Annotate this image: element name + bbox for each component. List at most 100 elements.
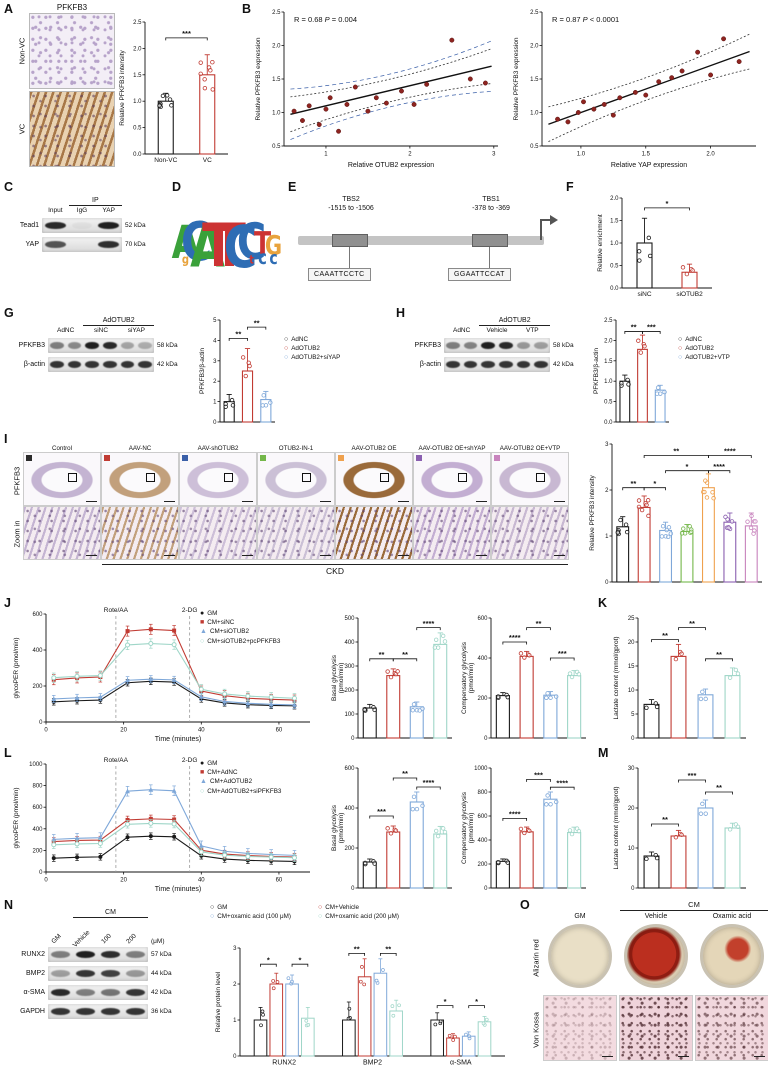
- svg-text:Basal glycolysis: Basal glycolysis: [331, 804, 338, 851]
- svg-text:(pmol/min): (pmol/min): [468, 663, 475, 694]
- svg-text:5: 5: [213, 318, 217, 324]
- svg-text:Non-VC: Non-VC: [154, 157, 177, 164]
- siyap-quant-chart: 0 1 2 3 4 5 PFKFB3/β-actin ** **: [199, 318, 275, 426]
- panel-a-label: A: [4, 2, 14, 16]
- svg-text:Lactate content (mmol/gprot): Lactate content (mmol/gprot): [613, 786, 620, 869]
- svg-text:400: 400: [344, 640, 355, 646]
- svg-text:Rote/AA: Rote/AA: [104, 757, 129, 764]
- tbs2-label: TBS2 -1515 to -1506: [306, 196, 396, 214]
- tbs2-range: -1515 to -1506: [328, 204, 374, 212]
- svg-text:****: ****: [509, 810, 521, 819]
- ihc-row-label-pfkfb3: PFKFB3: [12, 466, 22, 496]
- svg-text:5: 5: [631, 712, 635, 718]
- glycolysis-trace-si: 0 200 400 600 glycoPER (pmol/min) 0 20 40 60 Time…: [12, 600, 316, 744]
- svg-text:1.0: 1.0: [272, 111, 281, 117]
- panel-h-label: H: [396, 306, 406, 320]
- svg-text:****: ****: [423, 619, 435, 628]
- o-col-vehicle: Vehicle: [644, 913, 668, 920]
- o-row-label-alizarin: Alizarin red: [531, 939, 541, 977]
- svg-text:0: 0: [233, 1054, 237, 1060]
- svg-text:R = 0.68 P = 0.004: R = 0.68 P = 0.004: [294, 15, 357, 24]
- ihc-row-label-zoom: Zoom in: [12, 520, 22, 548]
- panel-j-label: J: [4, 596, 11, 610]
- svg-text:0.5: 0.5: [610, 264, 619, 270]
- svg-text:2.5: 2.5: [133, 20, 142, 26]
- svg-text:200: 200: [477, 696, 488, 702]
- svg-text:*: *: [475, 997, 478, 1006]
- svg-text:PFKFB3/β-actin: PFKFB3/β-actin: [199, 348, 206, 394]
- svg-text:1.5: 1.5: [530, 77, 539, 83]
- compensatory-glycolysis-chart-ad: 0 200 400 600 800 1000 Compensatory glycolysis…: [461, 766, 586, 892]
- tbs2-connector: [349, 247, 350, 268]
- svg-text:1.5: 1.5: [610, 219, 619, 225]
- svg-text:2: 2: [233, 982, 237, 988]
- svg-text:Relative PFKFB3 expression: Relative PFKFB3 expression: [513, 37, 520, 120]
- svg-text:1000: 1000: [474, 766, 488, 772]
- svg-text:4: 4: [213, 338, 217, 344]
- promoter-bar: [298, 236, 544, 245]
- oxamic-legend: ○ GM ○ CM+Vehicle ○ CM+oxamic acid (100 μM) ○ C…: [210, 904, 400, 921]
- svg-text:(pmol/min): (pmol/min): [338, 663, 345, 694]
- co-ip-western-blot: IP Input IgG YAP Tead1 52 kDa YAP 70 kDa: [8, 196, 162, 256]
- svg-text:2-DG: 2-DG: [182, 757, 198, 764]
- svg-text:*: *: [666, 199, 669, 208]
- svg-text:**: **: [631, 323, 637, 332]
- svg-text:0: 0: [631, 886, 635, 892]
- svg-text:**: **: [379, 650, 385, 659]
- svg-text:3: 3: [213, 359, 217, 365]
- glycolysis-trace-ad: 0 200 400 600 800 1000 glycoPER (pmol/min) 0 20 4…: [12, 750, 316, 894]
- svg-text:*: *: [686, 462, 689, 471]
- svg-text:Relative PFKFB3 expression: Relative PFKFB3 expression: [255, 37, 262, 120]
- svg-text:2.0: 2.0: [133, 46, 142, 52]
- svg-text:Relative YAP expression: Relative YAP expression: [611, 162, 687, 169]
- svg-text:Relative PFKFB3 intensity: Relative PFKFB3 intensity: [119, 50, 126, 126]
- o-column-headers: GM Vehicle Oxamic acid: [544, 913, 768, 920]
- svg-text:0.0: 0.0: [133, 152, 142, 158]
- svg-text:200: 200: [344, 688, 355, 694]
- svg-text:glycoPER (pmol/min): glycoPER (pmol/min): [13, 787, 20, 848]
- svg-text:Relative enrichment: Relative enrichment: [597, 214, 604, 272]
- svg-text:2.0: 2.0: [530, 44, 539, 50]
- svg-text:2: 2: [605, 488, 609, 494]
- svg-text:300: 300: [344, 664, 355, 670]
- panel-i-label: I: [4, 432, 8, 446]
- svg-text:2.5: 2.5: [530, 10, 539, 16]
- svg-text:0.5: 0.5: [604, 400, 613, 406]
- svg-text:400: 400: [344, 806, 355, 812]
- ckd-bracket: CKD: [102, 564, 568, 576]
- svg-text:0: 0: [39, 870, 43, 876]
- svg-text:2-DG: 2-DG: [182, 607, 198, 614]
- svg-text:400: 400: [32, 827, 43, 833]
- svg-text:(pmol/min): (pmol/min): [468, 813, 475, 844]
- svg-text:**: **: [631, 479, 637, 488]
- svg-text:siOTUB2: siOTUB2: [676, 291, 703, 298]
- tbs1-name: TBS1: [482, 196, 500, 203]
- svg-text:0.0: 0.0: [610, 286, 619, 292]
- svg-text:*: *: [298, 955, 301, 964]
- svg-text:2: 2: [213, 379, 217, 385]
- tbs2-box: [332, 234, 368, 247]
- svg-text:500: 500: [344, 616, 355, 622]
- o-col-oxamic: Oxamic acid: [712, 913, 752, 920]
- svg-text:0: 0: [484, 736, 488, 742]
- glyco-per-chart-si: 0 200 400 600 glycoPER (pmol/min) 0 20 40 60 Time…: [13, 607, 310, 743]
- basal-glycolysis-chart-si: 0 100 200 300 400 500 Basal glycolysis (pmol/mi…: [331, 616, 452, 742]
- svg-text:30: 30: [628, 766, 635, 772]
- svg-text:1000: 1000: [29, 762, 43, 768]
- svg-text:**: **: [254, 318, 260, 327]
- svg-text:2.5: 2.5: [604, 318, 613, 324]
- protein-level-chart: 0 1 2 3 Relative protein level RUNX2 BMP2 α-SMA…: [215, 945, 505, 1067]
- svg-text:1: 1: [213, 400, 217, 406]
- svg-text:0: 0: [44, 878, 48, 884]
- svg-text:0.5: 0.5: [133, 126, 142, 132]
- svg-text:***: ***: [558, 649, 567, 658]
- svg-text:0: 0: [484, 886, 488, 892]
- svg-text:**: **: [673, 447, 679, 456]
- aorta-ihc-grid: Control AAV-NC AAV-shOTUB2 OTUB2-IN-1 AAV-OT…: [23, 436, 569, 560]
- svg-text:1: 1: [605, 534, 609, 540]
- chip-enrichment-chart: 0.0 0.5 1.0 1.5 2.0 Relative enrichment siNC si…: [597, 196, 712, 298]
- svg-text:*: *: [653, 479, 656, 488]
- svg-text:**: **: [716, 650, 722, 659]
